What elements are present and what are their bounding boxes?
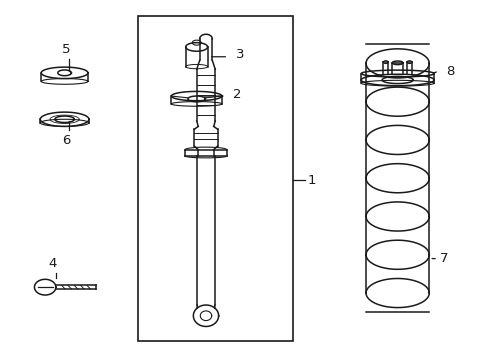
- Bar: [137, 16, 292, 341]
- Text: 7: 7: [439, 252, 447, 265]
- Text: 3: 3: [235, 49, 244, 62]
- Text: 4: 4: [48, 257, 57, 270]
- Text: 2: 2: [233, 88, 241, 101]
- Text: 1: 1: [307, 174, 316, 186]
- Text: 8: 8: [446, 64, 454, 77]
- Text: 5: 5: [62, 44, 71, 57]
- Text: 6: 6: [62, 134, 71, 147]
